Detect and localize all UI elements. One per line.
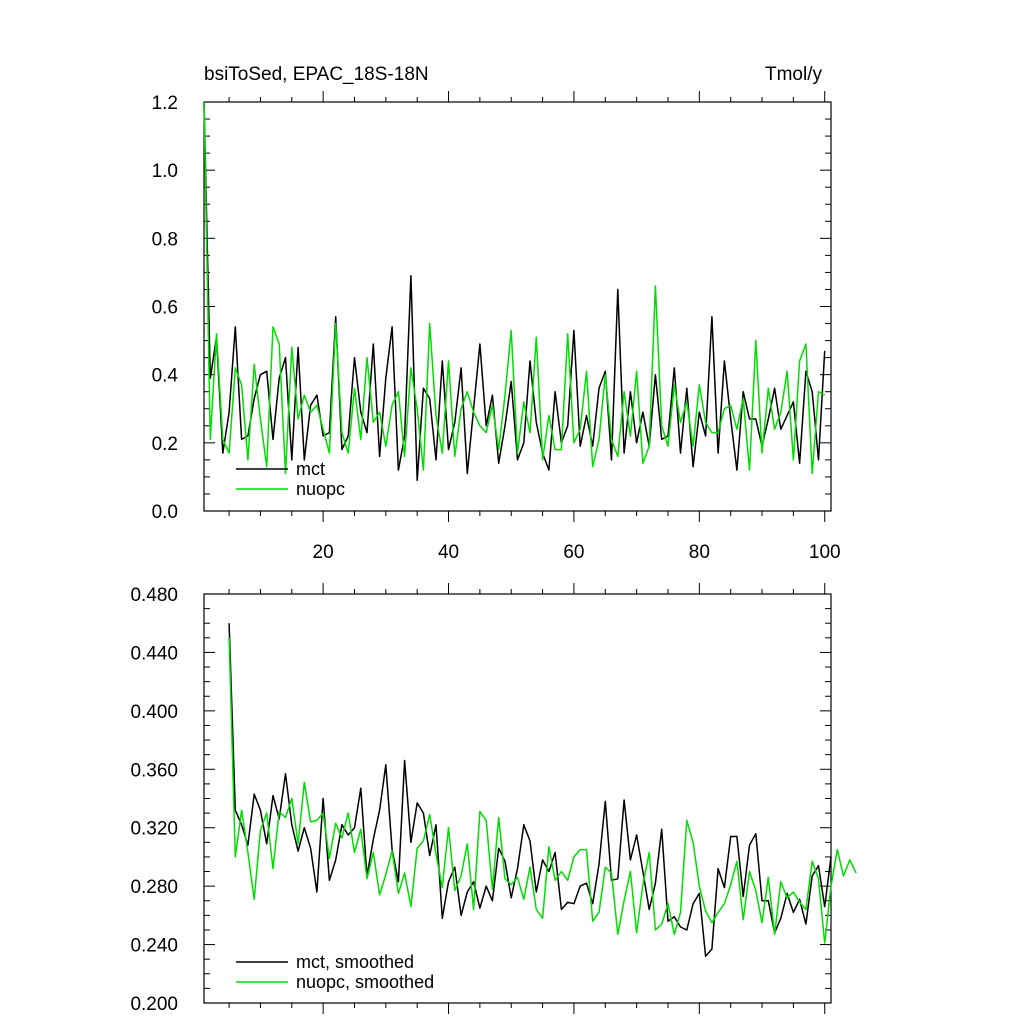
top-panel-title: bsiToSed, EPAC_18S-18N [204, 64, 429, 85]
series-line-mct-smoothed [228, 623, 832, 958]
y-tick-label: 1.2 [152, 93, 178, 114]
x-tick-label: 80 [689, 542, 710, 563]
y-tick-label: 0.360 [130, 760, 178, 781]
y-tick-label: 1.0 [152, 161, 178, 182]
y-tick-label: 0.400 [130, 702, 178, 723]
x-tick-label: 60 [563, 542, 584, 563]
y-tick-label: 0.0 [152, 502, 178, 523]
top-panel-units: Tmol/y [765, 64, 823, 85]
y-tick-label: 0.2 [152, 434, 178, 455]
x-tick-label: 100 [809, 542, 841, 563]
top-panel: bsiToSed, EPAC_18S-18N Tmol/y 0.0 0.2 0.4 0… [152, 64, 841, 563]
legend-label-mct: mct [296, 459, 325, 479]
plot-frame [203, 593, 832, 1004]
series-line-nuopc-smoothed [228, 637, 857, 944]
top-panel-legend: mct nuopc [236, 459, 345, 499]
bottom-panel-legend: mct, smoothed nuopc, smoothed [236, 952, 434, 992]
y-tick-label: 0.8 [152, 229, 178, 250]
legend-label-nuopc: nuopc [296, 479, 345, 499]
series-line-mct [203, 101, 826, 482]
bottom-panel: 0.200 0.240 0.280 0.320 0.360 0.400 0.440 0.480… [130, 583, 857, 1015]
y-tick-label: 0.320 [130, 819, 178, 840]
y-tick-label: 0.280 [130, 877, 178, 898]
y-tick-label: 0.440 [130, 643, 178, 664]
y-tick-label: 0.240 [130, 936, 178, 957]
y-tick-label: 0.4 [152, 366, 179, 387]
series-line-nuopc [203, 101, 826, 475]
y-tick-label: 0.480 [130, 585, 178, 606]
x-tick-label: 20 [313, 542, 334, 563]
y-tick-label: 0.200 [130, 994, 178, 1015]
y-tick-label: 0.6 [152, 298, 178, 319]
legend-label-mct-smoothed: mct, smoothed [296, 952, 414, 972]
legend-label-nuopc-smoothed: nuopc, smoothed [296, 972, 434, 992]
x-tick-label: 40 [438, 542, 459, 563]
